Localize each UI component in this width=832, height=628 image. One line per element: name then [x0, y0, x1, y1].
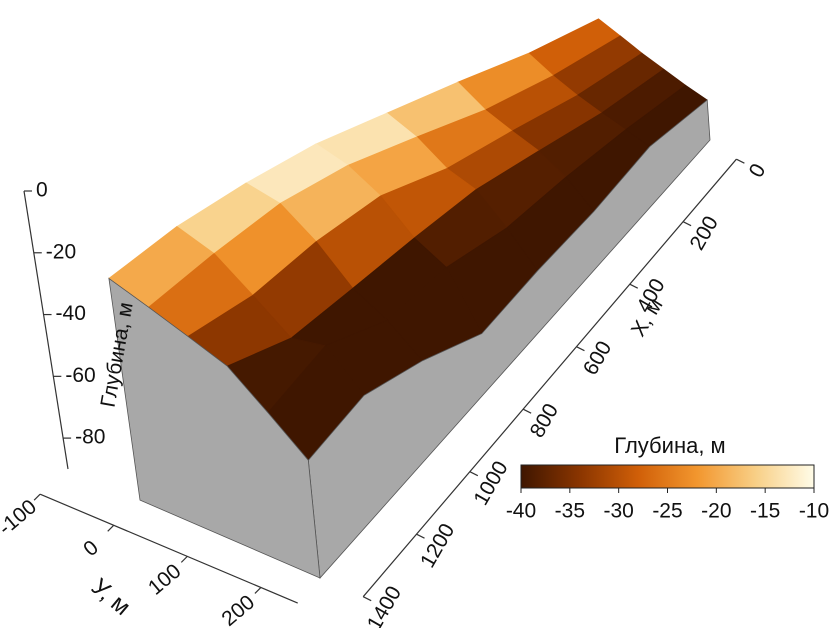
colorbar-tick-label: -25	[652, 500, 682, 523]
z-axis-line	[24, 191, 68, 469]
colorbar-tick-label: -15	[750, 500, 780, 523]
page: 0-20-40-60-800200400600800100012001400-1…	[0, 0, 832, 628]
colorbar-title: Глубина, м	[614, 433, 725, 458]
z-tick-label: -40	[56, 302, 86, 325]
colorbar: Глубина, м -40 -35 -30 -25 -20 -15 -10	[506, 433, 829, 523]
colorbar-tick-label: -10	[799, 500, 829, 523]
z-tick-label: -60	[65, 364, 95, 387]
y-tick	[255, 587, 261, 593]
x-tick	[630, 284, 638, 288]
x-tick-label: 800	[526, 400, 563, 442]
y-tick	[181, 556, 187, 562]
colorbar-tick-label: -35	[555, 500, 585, 523]
colorbar-tick-label: -40	[506, 500, 536, 523]
colorbar-tick-label: -20	[701, 500, 731, 523]
x-tick-label: 0	[745, 160, 771, 182]
y-tick-label: 0	[79, 536, 103, 561]
x-tick	[470, 472, 478, 476]
colorbar-tick-label: -30	[603, 500, 633, 523]
surface	[109, 19, 710, 578]
y-tick-label: 200	[217, 591, 259, 628]
z-tick-label: -20	[46, 240, 76, 263]
y-tick-label: -100	[0, 495, 41, 540]
x-axis-label: X, м	[627, 294, 668, 340]
x-tick-label: 600	[579, 337, 616, 379]
z-tick-label: -80	[75, 426, 105, 449]
chart: 0-20-40-60-800200400600800100012001400-1…	[0, 0, 832, 628]
z-tick-label: 0	[36, 179, 48, 202]
x-tick	[683, 222, 691, 226]
y-tick-label: 100	[144, 560, 186, 600]
x-tick	[417, 534, 425, 538]
y-tick	[34, 494, 40, 500]
x-tick	[736, 159, 744, 163]
y-axis-label: У, м	[86, 573, 135, 621]
colorbar-gradient	[521, 465, 814, 488]
x-tick	[576, 347, 584, 351]
x-tick-label: 200	[686, 212, 723, 254]
x-tick	[363, 597, 371, 601]
y-tick	[108, 525, 114, 531]
x-tick	[523, 409, 531, 413]
